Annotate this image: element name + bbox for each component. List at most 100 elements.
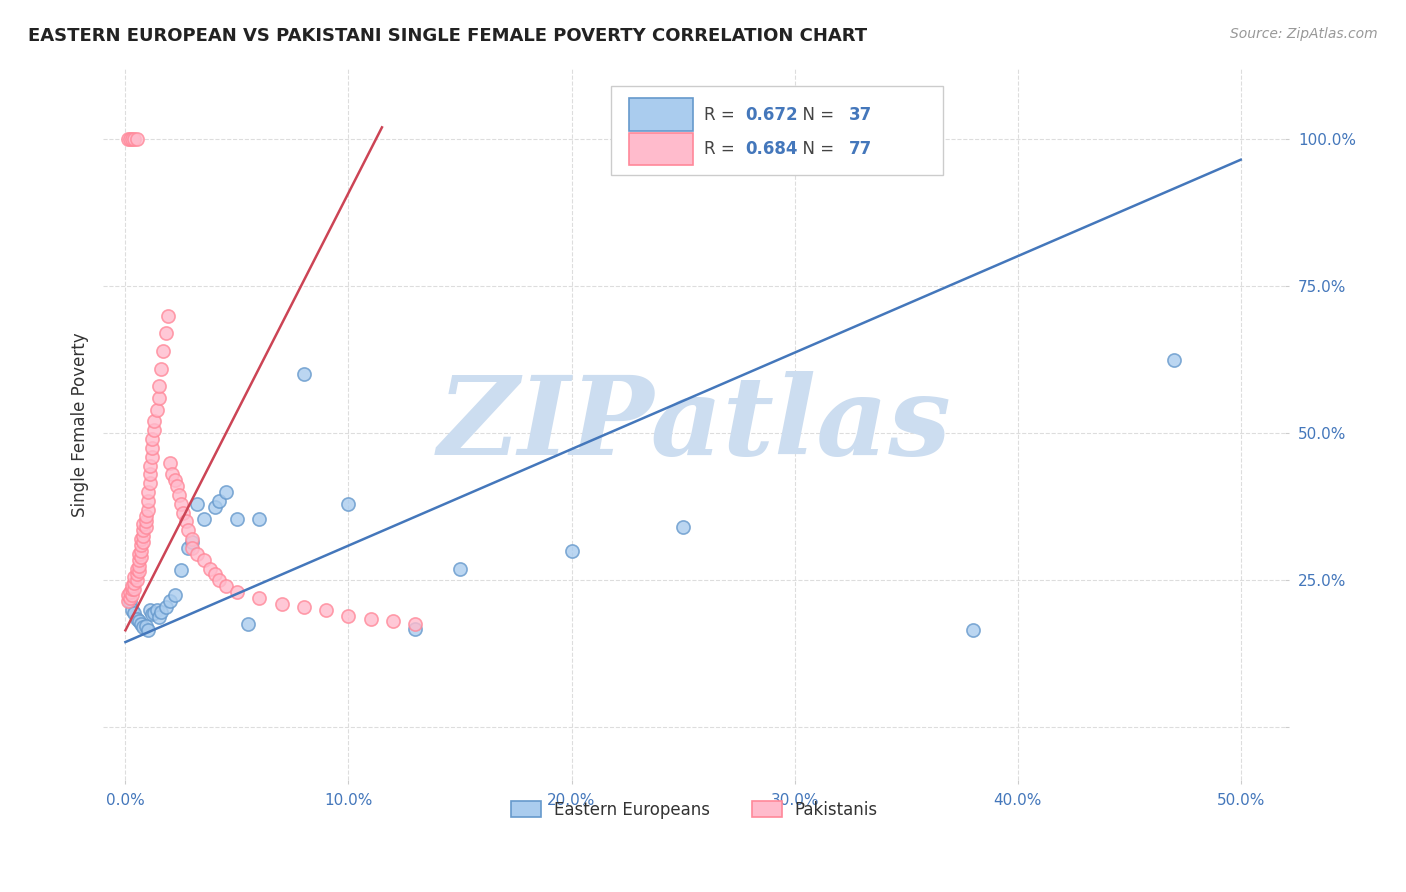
Point [159,456,181,470]
Point [136,502,159,516]
Point [128,558,150,573]
Point [337,497,360,511]
Point [124,576,146,591]
Point [150,605,173,619]
Point [174,515,197,529]
Point [132,517,155,532]
Point [128,547,150,561]
Point [128,615,150,629]
FancyBboxPatch shape [630,133,693,165]
Point [181,535,204,549]
Point [124,606,146,620]
Point [117,132,139,146]
Point [186,497,208,511]
Point [162,467,184,482]
Point [181,532,204,546]
Point [226,511,249,525]
Point [128,552,150,566]
Point [156,309,179,323]
Point [132,535,155,549]
Point [337,608,360,623]
Point [215,485,238,500]
Text: ZIPatlas: ZIPatlas [437,371,952,478]
Point [124,582,146,596]
Point [134,508,156,523]
Point [186,547,208,561]
Point [118,591,141,605]
Point [125,561,148,575]
Point [141,607,163,622]
Point [181,541,204,555]
Point [136,624,159,638]
Point [132,620,155,634]
Point [177,541,200,555]
Point [129,538,152,552]
Point [204,567,226,582]
Point [962,624,984,638]
Point [117,588,139,602]
Point [141,432,163,446]
Point [215,579,238,593]
Point [236,617,259,632]
Text: N =: N = [793,106,839,124]
Point [166,479,188,493]
Text: R =: R = [703,140,740,158]
Point [449,561,471,575]
Point [121,603,143,617]
Point [121,579,143,593]
Point [1163,352,1185,367]
Point [132,529,155,543]
Point [172,506,194,520]
Point [561,544,583,558]
Point [141,450,163,464]
Text: R =: R = [703,106,740,124]
Point [404,617,426,632]
Point [270,597,292,611]
Point [360,611,382,625]
Point [118,585,141,599]
Point [177,524,200,538]
Point [129,617,152,632]
Point [125,574,148,588]
Point [167,488,190,502]
Point [200,561,222,575]
Point [208,494,231,508]
Point [226,585,249,599]
Text: 0.672: 0.672 [745,106,797,124]
FancyBboxPatch shape [612,87,942,176]
Text: Source: ZipAtlas.com: Source: ZipAtlas.com [1230,27,1378,41]
Point [148,609,170,624]
Point [129,544,152,558]
Y-axis label: Single Female Poverty: Single Female Poverty [72,332,89,516]
Point [148,391,170,405]
Point [139,458,162,473]
Point [155,326,177,341]
Point [145,402,167,417]
Point [139,476,162,491]
Point [121,582,143,596]
Point [404,622,426,636]
Point [121,132,143,146]
Point [148,379,170,393]
Point [118,132,141,146]
Point [247,591,270,605]
Point [382,615,405,629]
Point [129,549,152,564]
Point [143,423,166,437]
Point [155,599,177,614]
Text: 77: 77 [849,140,872,158]
Point [136,494,159,508]
Point [143,606,166,620]
Point [193,511,215,525]
Point [129,532,152,546]
Point [163,588,186,602]
Point [128,565,150,579]
Point [132,524,155,538]
Point [117,594,139,608]
Text: N =: N = [793,140,839,158]
Point [136,485,159,500]
Point [134,515,156,529]
Point [118,594,141,608]
Point [143,414,166,428]
Point [141,441,163,455]
